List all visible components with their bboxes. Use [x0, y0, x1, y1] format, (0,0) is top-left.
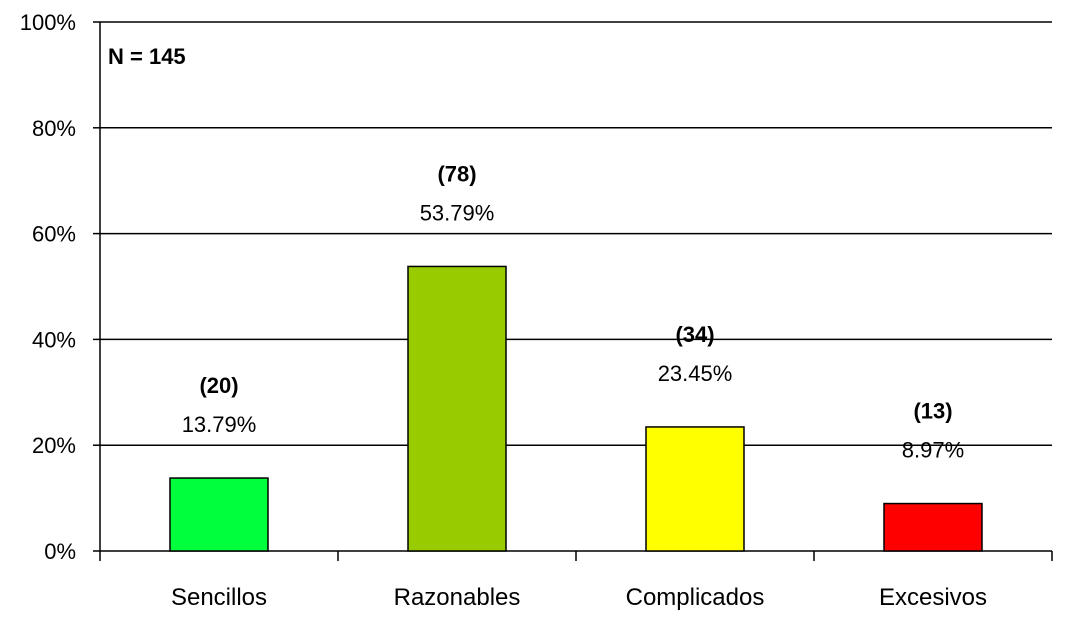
- percent-label: 23.45%: [658, 361, 733, 386]
- sample-size-annotation: N = 145: [108, 44, 186, 69]
- category-label: Sencillos: [171, 584, 267, 611]
- bar-sencillos: [170, 478, 268, 551]
- count-label: (13): [913, 399, 952, 424]
- grid-lines: [100, 22, 1052, 445]
- percent-label: 13.79%: [182, 412, 257, 437]
- bars: [170, 266, 982, 551]
- bar-excesivos: [884, 504, 982, 551]
- y-tick-label: 60%: [32, 222, 76, 247]
- bar-razonables: [408, 266, 506, 551]
- percent-label: 8.97%: [902, 438, 964, 463]
- count-label: (34): [675, 322, 714, 347]
- bar-complicados: [646, 427, 744, 551]
- y-tick-label: 100%: [20, 10, 76, 35]
- y-tick-label: 80%: [32, 116, 76, 141]
- count-label: (78): [437, 161, 476, 186]
- y-tick-label: 20%: [32, 433, 76, 458]
- y-tick-label: 0%: [44, 539, 76, 564]
- category-label: Excesivos: [879, 584, 987, 611]
- y-tick-label: 40%: [32, 327, 76, 352]
- category-label: Razonables: [394, 584, 521, 611]
- category-label: Complicados: [626, 584, 765, 611]
- count-label: (20): [199, 373, 238, 398]
- percent-label: 53.79%: [420, 200, 495, 225]
